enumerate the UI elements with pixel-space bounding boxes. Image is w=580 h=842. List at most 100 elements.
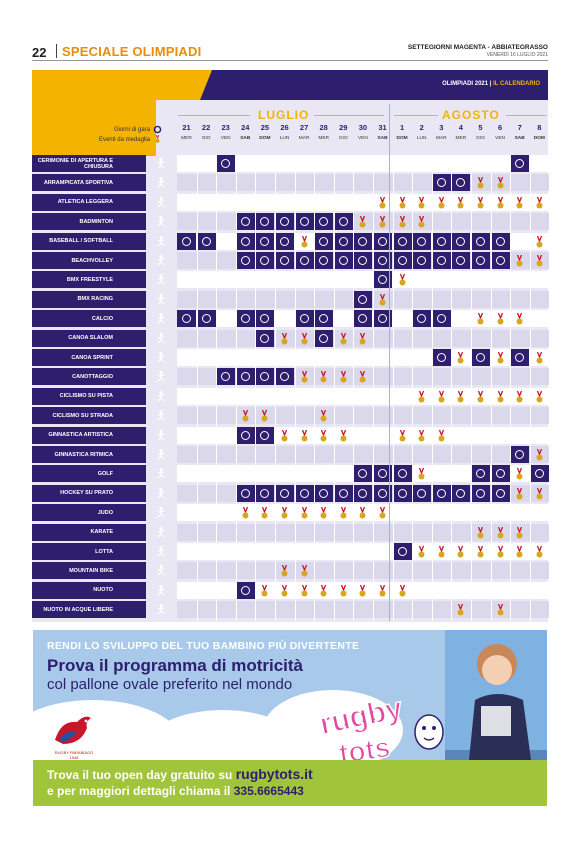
competition-ring-icon (495, 488, 505, 498)
medal-event-cell (471, 524, 490, 541)
medal-event-cell (393, 213, 412, 230)
sport-label: HOCKEY SU PRATO (32, 484, 146, 502)
medal-icon (320, 429, 327, 442)
day-number: 29 (339, 123, 348, 132)
medal-icon (359, 371, 366, 383)
column-separator (196, 155, 198, 621)
competition-ring-icon (417, 236, 427, 246)
medal-event-cell (255, 582, 274, 599)
competition-day-cell (471, 484, 490, 502)
medal-icon (340, 371, 347, 383)
competition-day-cell (216, 368, 236, 386)
mountain-bike-icon (157, 565, 165, 576)
medal-icon (536, 235, 543, 248)
competition-ring-icon (280, 488, 289, 498)
rugby-parabiago-logo-icon (55, 716, 91, 744)
medal-event-cell (432, 543, 451, 560)
competition-ring-icon (260, 430, 270, 440)
medal-event-cell (510, 388, 529, 405)
competition-day-cell (314, 329, 334, 347)
ad-cloud (263, 690, 403, 770)
competition-ring-icon (515, 450, 525, 459)
medal-event-cell (510, 310, 529, 327)
competition-day-cell (294, 252, 314, 269)
medal-icon (516, 526, 523, 539)
competition-ring-icon (397, 236, 407, 246)
sport-label: BASEBALL / SOFTBALL (32, 232, 146, 250)
medal-event-cell (373, 582, 392, 599)
medal-icon (359, 584, 366, 597)
medal-icon (516, 255, 523, 267)
beachvolley-icon (157, 254, 165, 266)
medal-event-cell (255, 407, 274, 424)
competition-day-cell (235, 581, 255, 599)
medal-event-cell (314, 504, 333, 521)
day-number: 27 (299, 123, 309, 132)
page-number: 22 (32, 45, 47, 60)
medal-event-cell (530, 349, 549, 366)
medal-icon (516, 390, 523, 403)
medal-icon (301, 584, 308, 597)
competition-day-cell (451, 252, 471, 269)
medal-event-cell (471, 310, 490, 327)
medal-event-cell (471, 174, 490, 191)
day-number: 6 (498, 123, 503, 132)
medal-icon (340, 507, 347, 519)
medal-icon (281, 584, 288, 597)
bmx-racing-icon (157, 293, 165, 305)
medal-icon (497, 352, 504, 364)
competition-day-cell (431, 174, 451, 192)
medal-icon (477, 546, 484, 558)
medal-icon (320, 371, 327, 383)
competition-ring-icon (319, 488, 329, 498)
medal-event-cell (275, 330, 294, 347)
competition-day-cell (255, 484, 275, 502)
sport-label: CALCIO (32, 310, 146, 328)
competition-ring-icon (417, 314, 427, 324)
competition-day-cell (275, 213, 294, 231)
climbing-icon (157, 177, 165, 188)
competition-ring-icon (338, 236, 348, 246)
medal-event-cell (295, 368, 314, 385)
column-separator (510, 155, 512, 621)
day-name: SAB (377, 136, 388, 141)
medal-event-cell (510, 524, 529, 541)
medal-icon (301, 507, 308, 519)
competition-ring-icon (260, 256, 270, 265)
medal-event-cell (353, 368, 372, 385)
competition-day-cell (510, 155, 530, 172)
column-separator (471, 155, 472, 621)
competition-day-cell (373, 465, 392, 483)
club-name: RUGBY PARABIAGO 1948 (54, 750, 94, 760)
competition-ring-icon (299, 488, 309, 498)
competition-ring-icon (240, 217, 250, 227)
table-row (177, 387, 550, 405)
competition-ring-icon (397, 547, 407, 556)
competition-day-cell (235, 426, 255, 444)
medal-icon (477, 313, 484, 325)
medal-icon (477, 390, 484, 403)
competition-ring-icon (201, 236, 211, 246)
competition-ring-icon (358, 488, 368, 498)
competition-ring-icon (338, 217, 348, 227)
ad-website[interactable]: rugbytots.it (235, 766, 313, 782)
medal-icon (438, 196, 445, 209)
medal-icon (497, 526, 504, 539)
athletics-icon (157, 196, 165, 208)
medal-event-cell (432, 427, 451, 444)
ad-headline: RENDI LO SVILUPPO DEL TUO BAMBINO PIÙ DI… (47, 640, 360, 652)
ceremony-icon (157, 157, 165, 169)
medal-icon (242, 507, 249, 519)
sport-label: GINNASTICA ARTISTICA (32, 426, 146, 444)
medal-event-cell (451, 543, 470, 560)
competition-day-cell (255, 426, 275, 444)
medal-event-cell (275, 427, 294, 444)
day-number: 2 (419, 123, 424, 132)
competition-day-cell (353, 310, 373, 328)
competition-ring-icon (476, 236, 485, 246)
competition-day-cell (275, 484, 294, 502)
competition-ring-icon (319, 333, 329, 343)
sport-label: CANOA SPRINT (32, 349, 146, 366)
competition-day-cell (451, 232, 471, 250)
competition-day-cell (294, 484, 314, 502)
